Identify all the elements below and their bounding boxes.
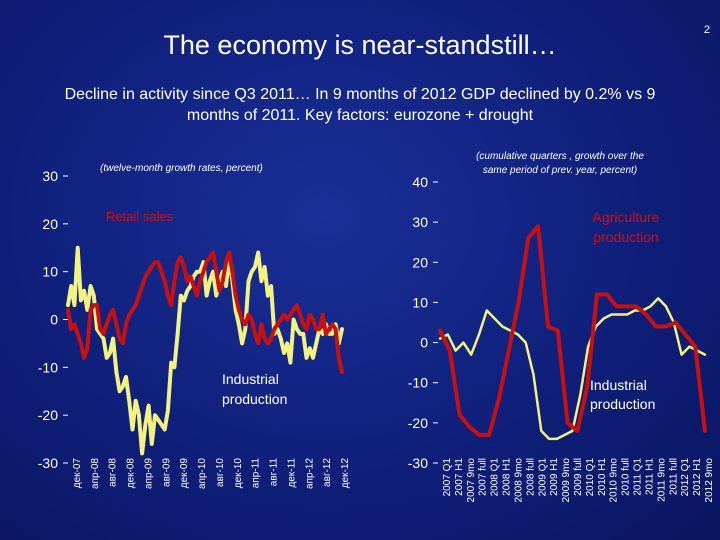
left-x-tick-label: дек-08 [126, 458, 137, 489]
left-y-tick-label: 10 [42, 264, 58, 280]
right-industrial-label-line2: production [590, 396, 655, 412]
left-x-tick-label: апр-09 [143, 458, 154, 489]
page-number: 2 [703, 24, 710, 36]
right-series-industrial-production-line [438, 297, 707, 441]
right-x-tick-label: 2008 full [525, 458, 536, 496]
left-x-tick-label: апр-10 [197, 458, 208, 489]
right-x-tick-label: 2010 H1 [597, 458, 608, 496]
right-x-tick-label: 2012 9mo [704, 458, 715, 503]
left-x-tick-label: дек-07 [72, 458, 83, 489]
right-x-tick-label: 2007 H1 [454, 458, 465, 496]
right-x-tick-label: 2012 Q1 [680, 458, 691, 497]
right-x-tick-label: 2008 H1 [502, 458, 513, 496]
right-x-tick-label: 2007 full [478, 458, 489, 496]
right-x-tick-label: 2007 Q1 [442, 458, 453, 497]
slide-subtitle: Decline in activity since Q3 2011… In 9 … [64, 86, 656, 124]
left-x-tick-label: авг-12 [322, 458, 333, 487]
right-chart: (cumulative quarters , growth over the s… [408, 151, 715, 502]
left-series-industrial-production-line [66, 245, 344, 456]
right-chart-note-line1: (cumulative quarters , growth over the [476, 151, 644, 162]
left-x-axis: дек-07 апр-08 авг-08 дек-08 апр-09 авг-09 дек-… [72, 458, 351, 489]
right-x-tick-label: 2011 H1 [644, 458, 655, 496]
left-x-tick-label: дек-12 [340, 458, 351, 489]
right-x-tick-label: 2009 9mo [561, 458, 572, 503]
left-series-lines [66, 245, 344, 456]
left-x-tick-label: дек-09 [179, 458, 190, 489]
right-x-tick-label: 2009 H1 [549, 458, 560, 496]
right-y-axis: 40 30 20 10 0 -10 -20 -30 [408, 174, 438, 471]
left-x-tick-label: авг-09 [161, 458, 172, 487]
left-y-tick-label: -30 [38, 455, 58, 471]
left-y-tick-label: -20 [38, 407, 58, 423]
left-x-tick-label: дек-10 [233, 458, 244, 489]
left-chart: (twelve-month growth rates, percent) 30 2… [38, 163, 351, 489]
right-x-tick-label: 2010 full [621, 458, 632, 496]
left-x-tick-label: апр-12 [304, 458, 315, 489]
right-x-tick-label: 2007 9mo [466, 458, 477, 503]
right-x-axis: 2007 Q1 2007 H1 2007 9mo 2007 full 2008 Q1 20… [442, 458, 715, 503]
left-x-tick-label: апр-08 [90, 458, 101, 489]
right-x-tick-label: 2008 9mo [513, 458, 524, 503]
left-retail-sales-label: Retail sales [106, 209, 174, 224]
left-industrial-label-line1: Industrial [222, 371, 279, 387]
left-chart-note: (twelve-month growth rates, percent) [100, 163, 263, 174]
left-y-tick-label: 20 [42, 216, 58, 232]
right-x-tick-label: 2011 9mo [656, 458, 667, 502]
left-y-tick-label: 0 [50, 312, 58, 328]
right-y-tick-label: 30 [412, 214, 428, 230]
left-y-axis: 30 20 10 0 -10 -20 -30 [38, 168, 68, 471]
right-x-tick-label: 2010 Q1 [585, 458, 596, 497]
left-x-tick-label: апр-11 [251, 458, 262, 489]
left-x-tick-label: авг-08 [108, 458, 119, 487]
right-y-tick-label: 40 [412, 174, 428, 190]
right-x-tick-label: 2011 full [668, 458, 679, 495]
left-y-tick-label: 30 [42, 168, 58, 184]
right-series-agriculture-production-line [438, 224, 707, 437]
right-chart-note-line2: same period of prev. year, percent) [483, 165, 637, 176]
left-x-tick-label: дек-11 [286, 458, 297, 488]
right-x-tick-label: 2008 Q1 [490, 458, 501, 497]
right-y-tick-label: -10 [408, 375, 428, 391]
right-x-tick-label: 2012 H1 [692, 458, 703, 496]
left-series-retail-sales-line [66, 250, 344, 375]
slide-title: The economy is near-standstill… [163, 30, 557, 60]
right-agriculture-label-line2: production [593, 229, 658, 245]
right-y-tick-label: 0 [420, 335, 428, 351]
left-x-tick-label: авг-10 [215, 458, 226, 487]
right-y-tick-label: 20 [412, 254, 428, 270]
left-industrial-label-line2: production [222, 391, 287, 407]
right-agriculture-label-line1: Agriculture [593, 209, 660, 225]
right-y-tick-label: -30 [408, 455, 428, 471]
right-x-tick-label: 2009 Q1 [537, 458, 548, 497]
right-y-tick-label: -20 [408, 415, 428, 431]
left-x-tick-label: авг-11 [269, 458, 280, 487]
right-x-tick-label: 2009 full [573, 458, 584, 496]
left-y-tick-label: -10 [38, 359, 58, 375]
right-industrial-label-line1: Industrial [590, 377, 647, 393]
right-x-tick-label: 2010 9mo [609, 458, 620, 503]
right-y-tick-label: 10 [412, 294, 428, 310]
right-x-tick-label: 2011 Q1 [633, 458, 644, 496]
right-series-lines [438, 224, 707, 441]
